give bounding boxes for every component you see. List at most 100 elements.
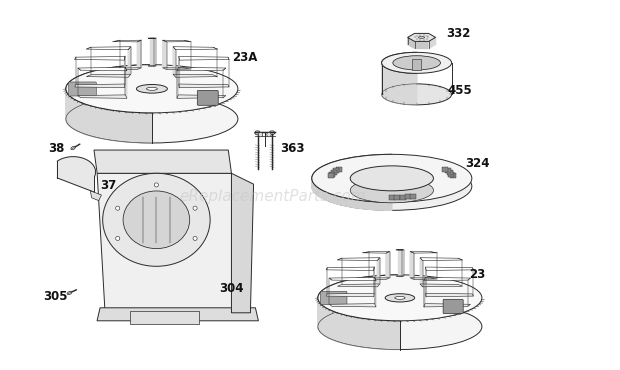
Polygon shape	[177, 67, 226, 71]
Bar	[445, 168, 451, 174]
Polygon shape	[134, 112, 138, 143]
Polygon shape	[173, 74, 218, 77]
Polygon shape	[409, 73, 413, 105]
Polygon shape	[428, 37, 436, 48]
Polygon shape	[179, 84, 229, 88]
Polygon shape	[324, 288, 326, 317]
Polygon shape	[405, 73, 409, 105]
Polygon shape	[392, 70, 396, 103]
Polygon shape	[358, 317, 362, 347]
Polygon shape	[341, 281, 344, 310]
Polygon shape	[255, 131, 260, 135]
Ellipse shape	[382, 52, 451, 73]
Polygon shape	[91, 191, 102, 201]
Polygon shape	[321, 290, 323, 320]
Bar	[333, 168, 339, 174]
Polygon shape	[423, 304, 471, 307]
Polygon shape	[387, 320, 391, 349]
Polygon shape	[335, 283, 338, 312]
Polygon shape	[387, 275, 391, 304]
Polygon shape	[343, 198, 349, 206]
Polygon shape	[148, 65, 152, 95]
Polygon shape	[326, 163, 330, 173]
Polygon shape	[338, 282, 341, 312]
Bar	[394, 195, 400, 200]
Polygon shape	[391, 275, 396, 304]
Polygon shape	[94, 107, 97, 137]
Polygon shape	[388, 56, 390, 88]
Text: 332: 332	[446, 27, 471, 40]
Polygon shape	[326, 267, 374, 270]
Polygon shape	[396, 71, 399, 103]
Ellipse shape	[395, 296, 405, 299]
Polygon shape	[323, 289, 324, 319]
Polygon shape	[84, 73, 87, 104]
Polygon shape	[355, 278, 358, 307]
Polygon shape	[363, 252, 390, 253]
Bar	[329, 172, 335, 176]
Polygon shape	[410, 252, 437, 253]
Polygon shape	[355, 156, 360, 165]
Polygon shape	[360, 201, 366, 209]
Ellipse shape	[385, 294, 415, 302]
Polygon shape	[173, 47, 218, 50]
Polygon shape	[391, 321, 396, 350]
Polygon shape	[333, 311, 335, 341]
Circle shape	[116, 206, 120, 210]
Ellipse shape	[146, 87, 157, 90]
Polygon shape	[399, 72, 402, 104]
Polygon shape	[374, 278, 376, 307]
Polygon shape	[87, 105, 91, 136]
Ellipse shape	[103, 173, 210, 266]
Polygon shape	[425, 267, 474, 270]
Polygon shape	[339, 159, 343, 168]
Ellipse shape	[136, 84, 167, 93]
Polygon shape	[112, 110, 117, 141]
Polygon shape	[179, 57, 229, 60]
Circle shape	[259, 132, 263, 137]
Polygon shape	[379, 154, 386, 163]
Polygon shape	[73, 78, 74, 110]
Polygon shape	[396, 54, 399, 86]
Polygon shape	[370, 276, 374, 305]
Polygon shape	[73, 98, 74, 130]
Ellipse shape	[66, 95, 238, 143]
Polygon shape	[378, 258, 379, 287]
Polygon shape	[344, 280, 348, 310]
Polygon shape	[413, 52, 417, 84]
Polygon shape	[86, 47, 131, 50]
Polygon shape	[341, 314, 344, 343]
Polygon shape	[386, 57, 388, 90]
Polygon shape	[405, 53, 409, 84]
Circle shape	[267, 132, 271, 137]
Polygon shape	[143, 113, 148, 143]
Polygon shape	[137, 40, 141, 70]
Polygon shape	[355, 317, 358, 346]
Polygon shape	[374, 320, 378, 349]
Polygon shape	[130, 112, 134, 142]
Polygon shape	[383, 320, 387, 349]
Polygon shape	[420, 258, 422, 287]
Polygon shape	[120, 111, 125, 142]
Bar	[328, 173, 334, 178]
Polygon shape	[374, 276, 378, 305]
Polygon shape	[366, 319, 370, 348]
Polygon shape	[343, 158, 349, 167]
Polygon shape	[117, 66, 120, 97]
Polygon shape	[383, 275, 387, 304]
Polygon shape	[71, 97, 73, 128]
Polygon shape	[402, 53, 405, 85]
Polygon shape	[173, 47, 175, 77]
Polygon shape	[398, 250, 402, 276]
Ellipse shape	[350, 166, 433, 191]
Polygon shape	[79, 102, 81, 133]
Ellipse shape	[312, 162, 472, 210]
Bar	[448, 172, 454, 176]
Polygon shape	[334, 160, 339, 170]
Bar	[450, 173, 456, 178]
Polygon shape	[396, 275, 400, 304]
FancyBboxPatch shape	[321, 291, 347, 305]
Polygon shape	[68, 94, 69, 126]
Polygon shape	[386, 202, 392, 210]
Polygon shape	[415, 41, 428, 48]
